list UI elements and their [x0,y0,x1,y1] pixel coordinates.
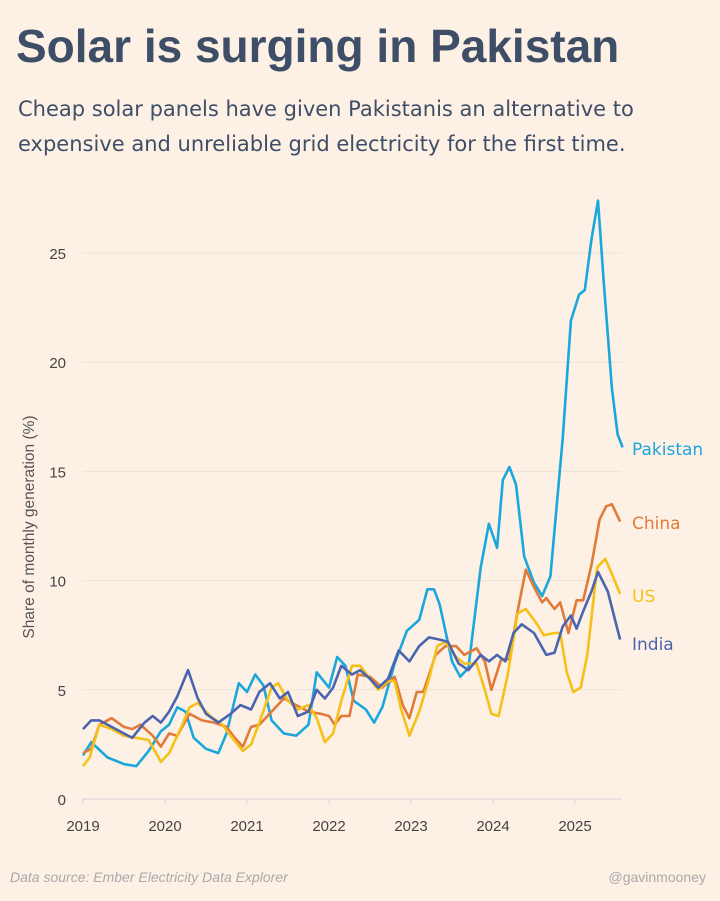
x-tick-label: 2022 [312,818,345,835]
y-tick-label: 0 [58,792,66,809]
series-label-pakistan: Pakistan [632,440,703,460]
y-tick-label: 5 [58,683,66,700]
author-credit: @gavinmooney [608,869,707,885]
y-axis-label: Share of monthly generation (%) [21,415,38,638]
series-label-us: US [632,587,655,607]
chart-subtitle: Cheap solar panels have given Pakistanis… [18,97,634,156]
x-tick-label: 2025 [558,818,591,835]
y-tick-label: 20 [49,355,66,372]
series-line-china [82,502,622,755]
chart-title: Solar is surging in Pakistan [16,20,620,72]
data-source: Data source: Ember Electricity Data Expl… [10,869,288,885]
series-label-india: India [632,635,674,655]
y-tick-label: 15 [49,464,66,481]
y-tick-label: 25 [49,246,66,263]
series-label-china: China [632,514,681,534]
y-tick-label: 10 [49,574,66,591]
series-line-pakistan [81,199,624,768]
x-tick-label: 2021 [230,818,263,835]
x-tick-label: 2023 [394,818,427,835]
x-tick-label: 2019 [66,818,99,835]
series-line-india [82,570,622,740]
x-tick-label: 2024 [476,818,509,835]
x-tick-label: 2020 [148,818,181,835]
